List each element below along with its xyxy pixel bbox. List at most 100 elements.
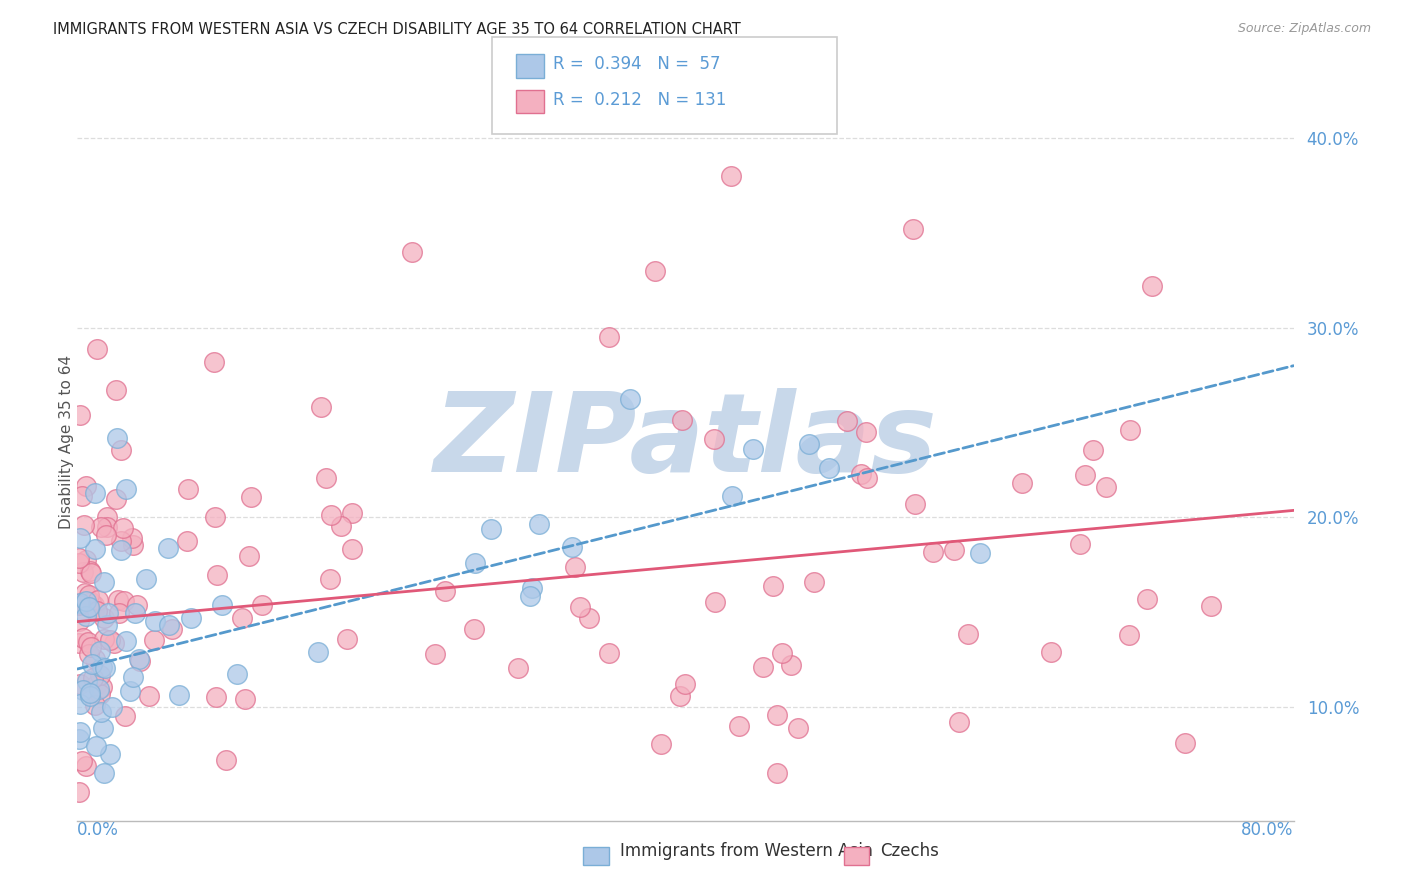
Point xyxy=(619,392,641,406)
Text: IMMIGRANTS FROM WESTERN ASIA VS CZECH DISABILITY AGE 35 TO 64 CORRELATION CHART: IMMIGRANTS FROM WESTERN ASIA VS CZECH DI… xyxy=(53,22,741,37)
Point xyxy=(79,686,101,700)
Point xyxy=(598,646,620,660)
Point xyxy=(856,471,879,485)
Point xyxy=(80,566,103,581)
Point xyxy=(111,521,134,535)
Point xyxy=(84,486,107,500)
Point xyxy=(91,660,114,674)
Point xyxy=(903,222,925,236)
Point xyxy=(329,519,352,533)
Point xyxy=(766,708,789,723)
Point xyxy=(82,671,104,685)
Point xyxy=(433,584,456,599)
Point xyxy=(83,603,105,617)
Point xyxy=(315,470,337,484)
Point xyxy=(79,565,101,579)
Point xyxy=(107,592,129,607)
Point xyxy=(110,443,132,458)
Text: ZIPatlas: ZIPatlas xyxy=(433,388,938,495)
Point xyxy=(321,508,343,523)
Point xyxy=(761,579,783,593)
Point xyxy=(84,739,107,754)
Point xyxy=(671,412,693,426)
Point xyxy=(121,531,143,545)
Point xyxy=(67,557,90,571)
Point xyxy=(77,647,100,661)
Point xyxy=(69,697,91,711)
Point xyxy=(238,549,260,563)
Point xyxy=(226,666,249,681)
Point xyxy=(180,611,202,625)
Point xyxy=(93,611,115,625)
Point xyxy=(1174,736,1197,750)
Point xyxy=(93,575,115,590)
Point xyxy=(67,731,90,746)
Point xyxy=(122,670,145,684)
Point xyxy=(215,753,238,767)
Point xyxy=(703,432,725,446)
Point xyxy=(91,721,114,735)
Point xyxy=(1069,537,1091,551)
Point xyxy=(73,517,96,532)
Point xyxy=(96,509,118,524)
Point xyxy=(86,604,108,618)
Point xyxy=(75,552,97,566)
Point xyxy=(135,572,157,586)
Point xyxy=(527,517,550,532)
Point xyxy=(77,588,100,602)
Point xyxy=(128,652,150,666)
Point xyxy=(69,725,91,739)
Point xyxy=(83,541,105,556)
Point xyxy=(69,785,91,799)
Point xyxy=(122,539,145,553)
Point xyxy=(598,330,620,344)
Point xyxy=(751,660,773,674)
Point xyxy=(720,169,742,184)
Point xyxy=(1118,628,1140,642)
Point xyxy=(157,617,180,632)
Point xyxy=(779,657,801,672)
Point xyxy=(69,408,91,422)
Point xyxy=(1140,279,1163,293)
Point xyxy=(1095,480,1118,494)
Point xyxy=(721,489,744,503)
Point xyxy=(202,355,225,369)
Point xyxy=(80,657,103,671)
Point xyxy=(463,622,485,636)
Point xyxy=(1199,599,1222,614)
Point xyxy=(167,688,190,702)
Point xyxy=(72,565,94,579)
Point xyxy=(564,560,586,574)
Point xyxy=(1074,467,1097,482)
Point xyxy=(105,383,128,397)
Point xyxy=(96,606,118,620)
Point xyxy=(336,632,359,646)
Point xyxy=(1011,475,1033,490)
Point xyxy=(142,632,165,647)
Point xyxy=(67,550,90,565)
Point xyxy=(340,506,363,520)
Point xyxy=(114,708,136,723)
Text: Immigrants from Western Asia: Immigrants from Western Asia xyxy=(620,842,873,860)
Point xyxy=(143,615,166,629)
Point xyxy=(69,596,91,610)
Point xyxy=(673,676,696,690)
Point xyxy=(72,631,94,645)
Point xyxy=(120,683,142,698)
Point xyxy=(425,647,447,661)
Point xyxy=(84,652,107,666)
Point xyxy=(72,683,94,698)
Point xyxy=(67,636,90,650)
Point xyxy=(508,661,530,675)
Text: 80.0%: 80.0% xyxy=(1241,821,1294,838)
Point xyxy=(204,510,226,524)
Point xyxy=(309,401,332,415)
Point xyxy=(644,264,666,278)
Point xyxy=(110,543,132,558)
Point xyxy=(728,718,751,732)
Point xyxy=(803,575,825,590)
Point xyxy=(342,542,364,557)
Point xyxy=(89,682,111,697)
Point xyxy=(669,690,692,704)
Point xyxy=(87,593,110,607)
